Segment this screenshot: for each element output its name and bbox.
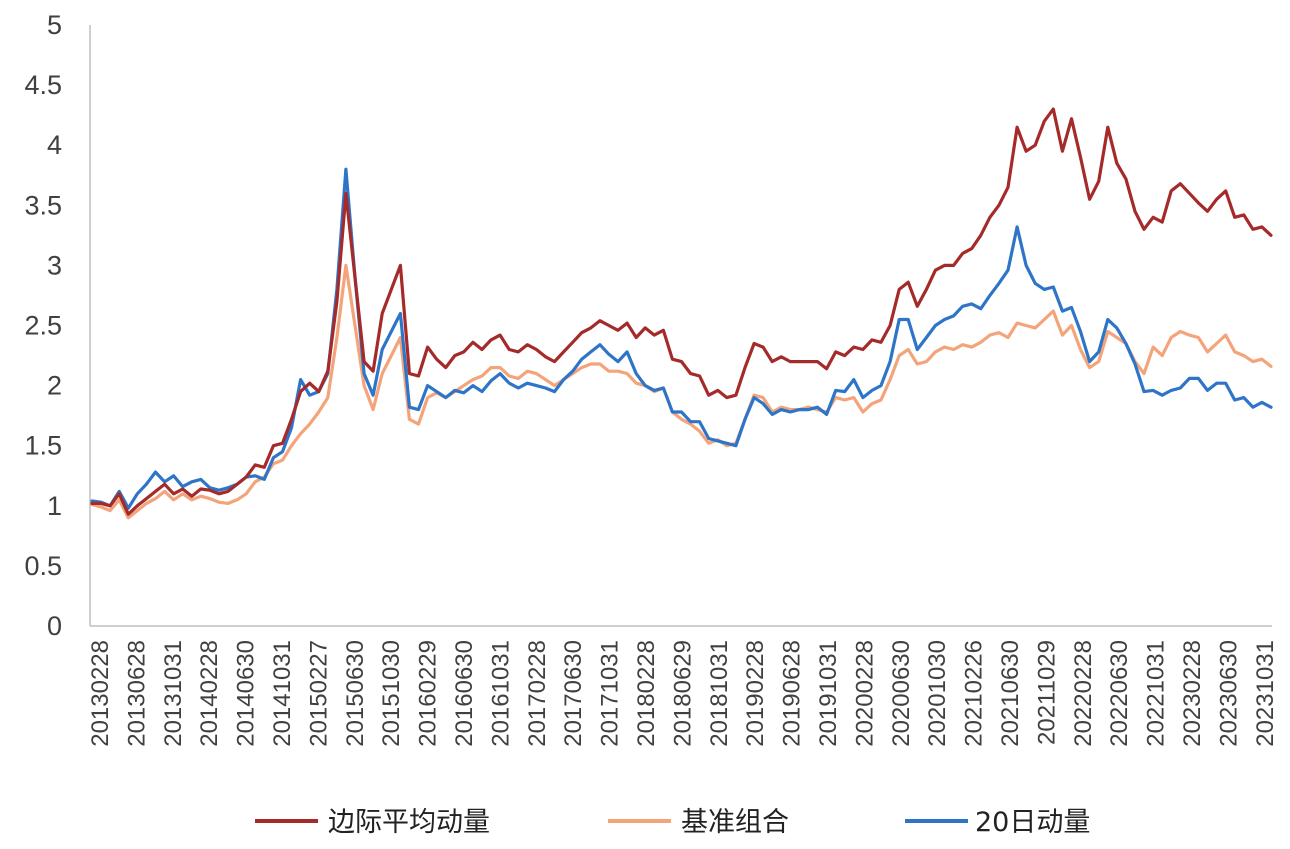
x-axis-ticks: 20130228 20130628 20131031 20140228 20140630… — [87, 640, 1279, 747]
y-tick-label: 2.5 — [24, 311, 62, 341]
x-tick-label: 20230630 — [1215, 640, 1242, 747]
legend-label-2: 20日动量 — [975, 807, 1090, 838]
x-tick-label: 20170228 — [524, 640, 551, 747]
x-tick-label: 20190628 — [779, 640, 806, 747]
x-tick-label: 20140630 — [233, 640, 260, 747]
x-tick-label: 20230228 — [1179, 640, 1206, 747]
y-tick-label: 0.5 — [24, 551, 62, 581]
x-tick-label: 20220228 — [1070, 640, 1097, 747]
x-tick-label: 20200228 — [851, 640, 878, 747]
x-tick-label: 20170630 — [560, 640, 587, 747]
x-tick-label: 20201030 — [924, 640, 951, 747]
x-tick-label: 20141031 — [269, 640, 296, 747]
x-tick-label: 20131031 — [160, 640, 187, 747]
x-tick-label: 20130628 — [123, 640, 150, 747]
legend: 边际平均动量 基准组合 20日动量 — [255, 807, 1090, 838]
y-tick-label: 5 — [47, 10, 62, 40]
series-line-1 — [90, 263, 1273, 520]
x-tick-label: 20181031 — [706, 640, 733, 747]
y-tick-label: 1.5 — [24, 431, 62, 461]
x-tick-label: 20180629 — [669, 640, 696, 747]
x-tick-label: 20191031 — [815, 640, 842, 747]
legend-label-0: 边际平均动量 — [328, 807, 490, 838]
y-tick-label: 0 — [47, 611, 62, 641]
x-tick-label: 20130228 — [87, 640, 114, 747]
y-tick-label: 3 — [47, 250, 62, 280]
axes — [89, 25, 1272, 627]
x-tick-label: 20211029 — [1033, 640, 1060, 745]
x-tick-label: 20220630 — [1106, 640, 1133, 747]
x-tick-label: 20190228 — [742, 640, 769, 747]
x-tick-label: 20161031 — [487, 640, 514, 747]
x-tick-label: 20171031 — [597, 640, 624, 747]
y-tick-label: 3.5 — [24, 190, 62, 220]
legend-label-1: 基准组合 — [681, 807, 789, 838]
x-tick-label: 20221031 — [1143, 640, 1170, 747]
x-tick-label: 20150630 — [342, 640, 369, 747]
x-tick-label: 20231031 — [1252, 640, 1279, 747]
x-tick-label: 20210630 — [997, 640, 1024, 747]
series-line-2 — [90, 167, 1273, 510]
x-tick-label: 20160630 — [451, 640, 478, 747]
x-tick-label: 20150227 — [305, 640, 332, 747]
series-lines — [90, 107, 1273, 520]
x-tick-label: 20140228 — [196, 640, 223, 747]
x-tick-label: 20180228 — [633, 640, 660, 747]
y-tick-label: 2 — [47, 371, 62, 401]
x-tick-label: 20151030 — [378, 640, 405, 747]
y-axis-ticks: 0 0.5 1 1.5 2 2.5 3 3.5 4 4.5 5 — [24, 10, 62, 641]
series-line-0 — [90, 107, 1273, 516]
x-tick-label: 20210226 — [961, 640, 988, 747]
y-tick-label: 1 — [47, 491, 62, 521]
y-tick-label: 4 — [47, 130, 62, 160]
x-tick-label: 20160229 — [415, 640, 442, 747]
y-tick-label: 4.5 — [24, 70, 62, 100]
x-tick-label: 20200630 — [888, 640, 915, 747]
